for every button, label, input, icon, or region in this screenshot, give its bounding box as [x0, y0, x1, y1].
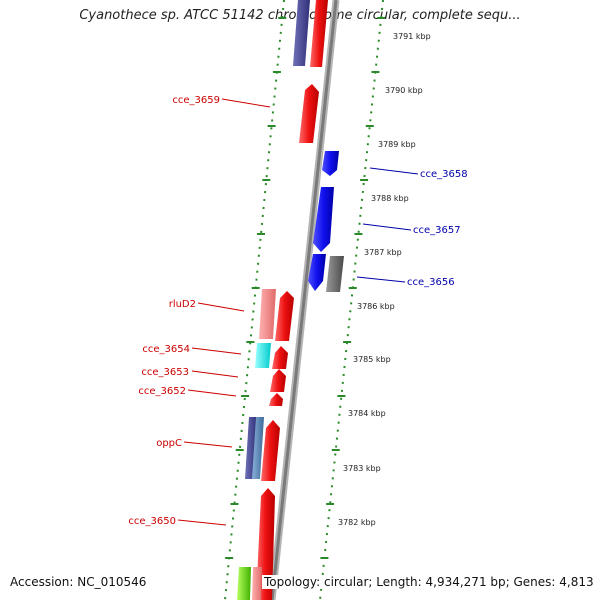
gene-feature[interactable]: [252, 567, 262, 600]
gene-feature[interactable]: [255, 343, 271, 368]
accession-label: Accession: NC_010546: [8, 575, 149, 589]
gene-label-oppC[interactable]: oppC: [156, 438, 182, 449]
gene-feature[interactable]: [308, 254, 326, 291]
major-ticks: [225, 17, 386, 559]
kbp-tick-label: 3790 kbp: [385, 86, 423, 95]
gene-feature[interactable]: [269, 393, 283, 406]
gene-feature[interactable]: [275, 291, 294, 341]
leader-line-cce-3652: [187, 389, 237, 397]
gene-label-cce-3657[interactable]: cce_3657: [413, 225, 461, 236]
gene-feature[interactable]: [310, 0, 328, 67]
gene-feature[interactable]: [326, 256, 344, 292]
gene-feature[interactable]: [299, 84, 319, 143]
gene-label-cce-3654[interactable]: cce_3654: [142, 344, 190, 355]
leader-line-cce-3654: [191, 347, 242, 355]
kbp-tick-label: 3788 kbp: [371, 194, 409, 203]
gene-feature[interactable]: [322, 151, 339, 176]
kbp-tick-label: 3785 kbp: [353, 355, 391, 364]
kbp-tick-label: 3784 kbp: [348, 409, 386, 418]
leader-line-cce-3658: [369, 167, 419, 175]
kbp-tick-label: 3787 kbp: [364, 248, 402, 257]
kbp-tick-label: 3791 kbp: [393, 32, 431, 41]
gene-label-cce-3659[interactable]: cce_3659: [172, 95, 220, 106]
kbp-tick-label: 3782 kbp: [338, 518, 376, 527]
genes: [237, 0, 344, 600]
kbp-tick-labels: 3791 kbp 3790 kbp 3789 kbp 3788 kbp 3787…: [338, 32, 431, 527]
gene-feature[interactable]: [261, 420, 280, 481]
leader-line-cce-3659: [221, 98, 271, 108]
leader-line-cce-3657: [362, 223, 412, 231]
gene-feature[interactable]: [272, 346, 288, 369]
kbp-tick-label: 3786 kbp: [357, 302, 395, 311]
gene-feature[interactable]: [252, 417, 264, 479]
gene-label-cce-3653[interactable]: cce_3653: [141, 367, 189, 378]
leader-line-cce-3656: [356, 276, 406, 283]
gene-feature[interactable]: [313, 187, 334, 252]
gene-feature[interactable]: [259, 289, 276, 339]
gene-feature[interactable]: [293, 0, 310, 66]
gene-labels[interactable]: cce_3659 rluD2 cce_3654 cce_3653 cce_365…: [128, 95, 467, 527]
gene-feature[interactable]: [270, 369, 286, 392]
gene-label-cce-3658[interactable]: cce_3658: [420, 169, 468, 180]
kbp-tick-label: 3789 kbp: [378, 140, 416, 149]
leader-line-cce-3650: [177, 519, 227, 526]
gene-label-cce-3652[interactable]: cce_3652: [138, 386, 186, 397]
leader-line-rluD2: [197, 302, 245, 312]
kbp-tick-label: 3783 kbp: [343, 464, 381, 473]
gene-label-cce-3656[interactable]: cce_3656: [407, 277, 455, 288]
gene-label-cce-3650[interactable]: cce_3650: [128, 516, 176, 527]
gene-feature[interactable]: [237, 567, 251, 600]
leader-lines: [177, 98, 419, 526]
backbone-line-core: [270, 0, 338, 600]
gene-label-rluD2[interactable]: rluD2: [169, 299, 196, 310]
leader-line-oppC: [183, 441, 233, 448]
topology-summary: Topology: circular; Length: 4,934,271 bp…: [262, 575, 596, 589]
leader-line-cce-3653: [191, 370, 239, 378]
